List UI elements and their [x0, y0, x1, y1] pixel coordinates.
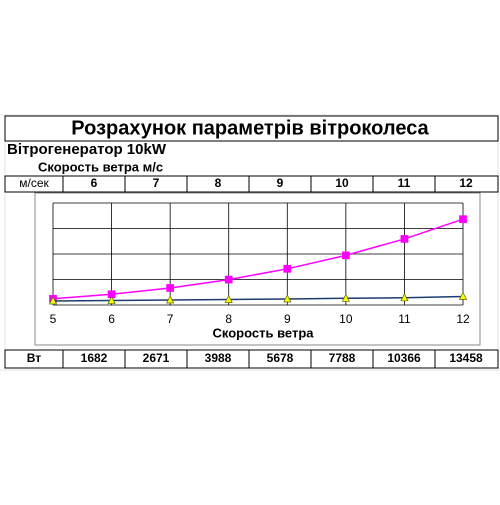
power-cell: 7788	[329, 351, 356, 365]
x-tick-label: 11	[398, 312, 411, 326]
speed-cell: 6	[91, 176, 98, 190]
x-tick-label: 9	[284, 312, 291, 326]
point	[342, 251, 350, 260]
power-cell: 1682	[81, 351, 108, 365]
speed-cell: 12	[459, 176, 473, 190]
point	[341, 293, 350, 302]
point	[283, 264, 292, 273]
power-cell: 13458	[449, 351, 483, 365]
x-tick-label: 10	[339, 312, 353, 326]
section-label: Скорость ветра м/с	[38, 159, 163, 174]
point	[283, 294, 292, 303]
speed-cell: 9	[277, 176, 284, 190]
power-cell: 5678	[267, 351, 294, 365]
x-tick-label: 7	[167, 312, 174, 326]
sheet-grid	[0, 114, 500, 371]
title-cell	[4, 115, 499, 142]
speed-cell: 8	[215, 176, 222, 190]
speed-cell: 10	[335, 176, 349, 190]
power-cell: 3988	[205, 351, 232, 365]
x-tick-label: 12	[456, 312, 470, 326]
series-line	[52, 295, 464, 302]
row-border	[4, 349, 499, 369]
sheet-title: Розрахунок параметрів вітроколеса	[71, 117, 429, 139]
chart-frame	[34, 192, 481, 346]
speed-cell: 7	[153, 176, 160, 190]
point	[224, 275, 233, 284]
speed-cell: 11	[398, 176, 411, 190]
subtitle: Вітрогенератор 10kW	[7, 141, 167, 158]
point	[48, 296, 58, 305]
power-cell: 10366	[387, 351, 421, 365]
row-label: м/сек	[19, 176, 49, 190]
point	[459, 215, 467, 224]
x-tick-label: 5	[50, 312, 57, 326]
x-axis-title: Скорость ветра	[213, 325, 315, 340]
series-line	[52, 218, 464, 300]
power-row: Вт	[4, 349, 499, 369]
point	[458, 291, 468, 300]
point	[166, 284, 174, 292]
point	[166, 295, 175, 304]
x-tick-label: 8	[225, 312, 232, 326]
point	[107, 295, 116, 304]
power-cell: 2671	[143, 351, 170, 365]
x-tick-label: 6	[108, 312, 115, 326]
point	[224, 294, 233, 303]
row-border	[4, 175, 499, 193]
point	[400, 235, 409, 243]
speed-row: м/сек	[4, 175, 499, 193]
point	[400, 293, 409, 302]
row-label: Вт	[27, 351, 42, 365]
